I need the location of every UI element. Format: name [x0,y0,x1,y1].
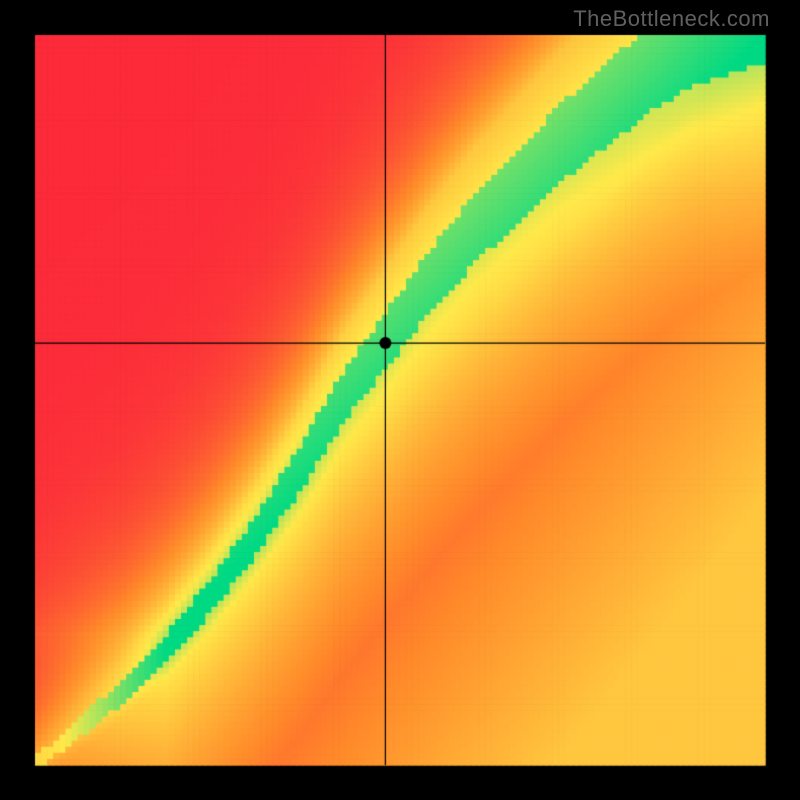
chart-container: { "watermark": { "text": "TheBottleneck.… [0,0,800,800]
watermark-text: TheBottleneck.com [573,6,770,32]
bottleneck-heatmap [0,0,800,800]
